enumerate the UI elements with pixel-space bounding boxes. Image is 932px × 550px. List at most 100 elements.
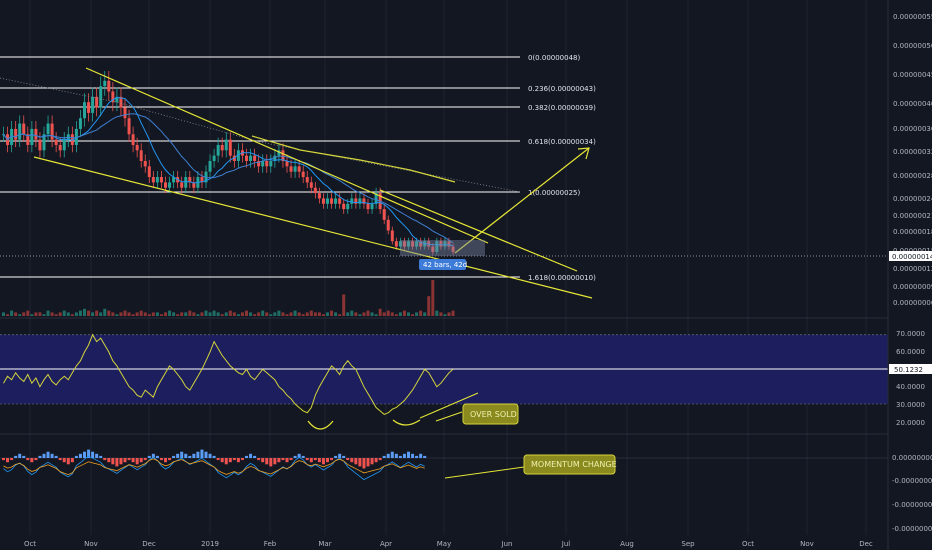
volume-bar — [164, 312, 167, 316]
month-label: Jun — [501, 540, 513, 548]
macd-histogram-bar — [309, 458, 313, 463]
volume-bar — [382, 312, 386, 316]
macd-histogram-bar — [232, 458, 236, 461]
macd-histogram-bar — [240, 458, 244, 461]
grid-lines — [0, 0, 888, 535]
candle-body — [220, 144, 224, 151]
month-label: Aug — [620, 540, 634, 548]
candle-body — [18, 123, 22, 140]
macd-histogram-bar — [346, 458, 350, 461]
volume-bar — [99, 312, 103, 316]
macd-histogram-bar — [212, 455, 216, 458]
candle-body — [366, 203, 370, 210]
macd-histogram-bar — [305, 458, 309, 461]
macd-histogram-bar — [411, 453, 415, 458]
volume-bar — [216, 312, 220, 316]
macd-histogram-bar — [119, 458, 123, 465]
candle-body — [103, 80, 107, 87]
candle-body — [407, 241, 410, 247]
volume-bar — [200, 312, 204, 316]
volume-bar — [423, 312, 427, 316]
price-tick-label: 0.00000024 — [893, 195, 932, 203]
volume-bar — [103, 308, 107, 316]
macd-histogram-bar — [30, 458, 34, 463]
candle-body — [354, 198, 358, 204]
macd-histogram-bar — [261, 458, 265, 463]
volume-bar — [224, 312, 228, 316]
macd-histogram-bar — [127, 458, 131, 461]
price-tick-label: 0.00000032 — [893, 148, 932, 156]
volume-bar — [261, 310, 265, 316]
volume-bar — [350, 310, 354, 316]
volume-bar — [443, 314, 447, 316]
macd-histogram-bar — [289, 458, 293, 461]
macd-histogram-bar — [188, 455, 192, 458]
rsi-tick-label: 60.0000 — [896, 348, 925, 356]
volume-bar — [196, 314, 200, 316]
macd-histogram-bar — [164, 458, 167, 463]
last-price-label: 0.00000014 — [892, 253, 932, 261]
candle-body — [309, 182, 313, 188]
macd-histogram-bar — [253, 455, 257, 458]
macd-histogram-bar — [216, 458, 220, 461]
volume-bar — [346, 312, 350, 316]
candle-body — [370, 203, 374, 210]
candle-body — [451, 246, 455, 252]
month-label: Feb — [264, 540, 277, 548]
macd-histogram-bar — [265, 458, 269, 465]
candle-body — [184, 177, 188, 188]
macd-histogram-bar — [249, 453, 253, 458]
fib-level-label: 0.236(0.00000043) — [528, 85, 596, 93]
macd-histogram-bar — [10, 458, 14, 461]
ma-slow-line — [3, 113, 454, 244]
price-tick-label: 0.00000050 — [893, 42, 932, 50]
volume-bar — [362, 312, 366, 316]
candle-body — [83, 102, 86, 119]
price-tick-label: 0.00000045 — [893, 71, 932, 79]
volume-bar — [204, 310, 208, 316]
macd-histogram-bar — [99, 455, 103, 458]
macd-histogram-bar — [200, 449, 204, 458]
volume-bar — [143, 312, 147, 316]
volume-bar — [176, 314, 180, 316]
macd-histogram-bar — [301, 455, 305, 458]
candle-body — [293, 166, 297, 172]
macd-histogram-bar — [78, 453, 82, 458]
volume-bar — [54, 314, 58, 316]
month-label: Nov — [84, 540, 98, 548]
fib-level-label: 1.618(0.00000010) — [528, 274, 596, 282]
candle-body — [180, 182, 184, 188]
macd-histogram-bar — [394, 453, 398, 458]
macd-histogram-bar — [338, 453, 342, 458]
range-box — [400, 240, 485, 256]
month-label: Jul — [561, 540, 571, 548]
rsi-curve-right — [392, 419, 421, 426]
macd-histogram-bar — [224, 458, 228, 465]
macd-histogram-bar — [382, 455, 386, 458]
volume-bar — [419, 310, 423, 316]
volume-bar — [447, 312, 451, 316]
macd-histogram-bar — [38, 455, 42, 458]
candle-body — [313, 187, 317, 194]
volume-bar — [281, 312, 285, 316]
candle-body — [285, 161, 289, 167]
price-tick-label: 0.00000055 — [893, 13, 932, 21]
candle-body — [22, 123, 26, 135]
candle-body — [236, 150, 240, 161]
macd-histogram-bar — [366, 458, 370, 467]
macd-histogram-bar — [115, 458, 119, 467]
volume-bar — [62, 310, 66, 316]
macd-histogram-bar — [58, 458, 62, 461]
macd-histogram-bar — [402, 453, 406, 458]
macd-histogram-bar — [358, 458, 362, 467]
last-price-tag — [889, 251, 932, 261]
volume-bar — [135, 312, 139, 316]
price-tick-label: 0.00000009 — [893, 283, 932, 291]
macd-histogram-bar — [419, 453, 423, 458]
candle-body — [208, 161, 212, 172]
macd-histogram-bar — [91, 451, 95, 458]
rsi-tick-label: 40.0000 — [896, 383, 925, 391]
candle-body — [419, 241, 423, 247]
lower-trendline — [33, 156, 593, 299]
